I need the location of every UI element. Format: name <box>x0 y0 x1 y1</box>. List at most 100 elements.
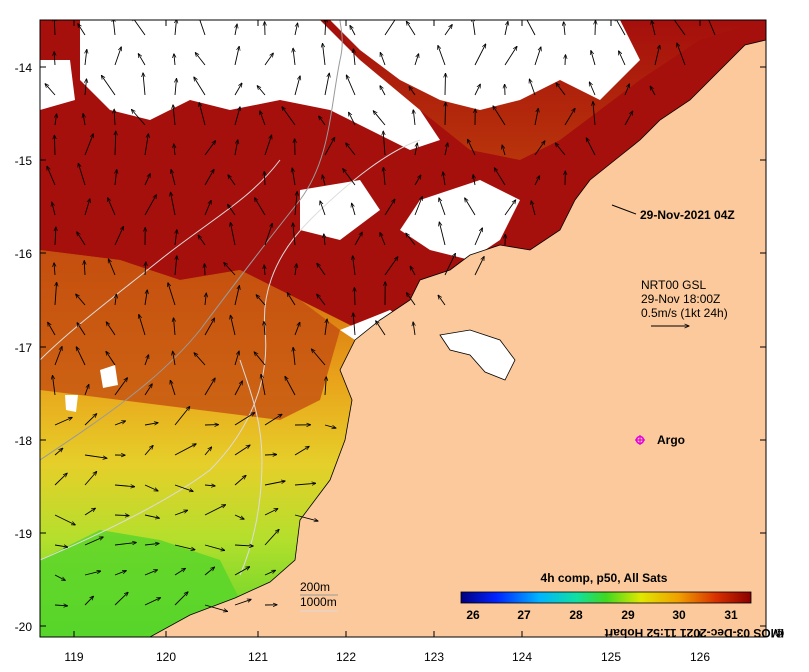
current-vector <box>114 226 124 246</box>
current-vector <box>84 261 85 276</box>
cloud-mask <box>40 20 640 412</box>
current-vector <box>54 347 62 366</box>
current-vector <box>380 86 386 96</box>
current-vector <box>174 144 175 156</box>
current-vector <box>353 49 355 66</box>
current-vector <box>504 200 516 216</box>
current-vector <box>144 570 158 576</box>
current-vector <box>317 294 326 306</box>
current-vector <box>380 53 386 66</box>
current-vector <box>294 446 309 456</box>
current-vector <box>204 200 211 216</box>
current-time: 29-Nov 18:00Z <box>641 292 720 306</box>
current-vector <box>619 51 626 66</box>
current-vector <box>445 73 446 96</box>
current-vector <box>534 108 538 126</box>
current-vector <box>586 138 596 156</box>
current-vector <box>144 195 156 216</box>
current-vector <box>320 201 326 216</box>
current-vector <box>101 75 116 96</box>
current-vector <box>438 46 446 66</box>
plot-frame <box>39 19 767 638</box>
current-vector <box>325 20 326 36</box>
current-vector <box>204 544 225 550</box>
king-sound-inlet <box>439 329 516 381</box>
current-vector <box>54 135 55 156</box>
current-vector <box>78 24 86 36</box>
current-vector <box>144 423 158 425</box>
current-vector <box>108 259 116 276</box>
current-vectors <box>45 20 716 611</box>
current-vector <box>174 444 196 456</box>
current-vector <box>84 571 101 576</box>
current-vector <box>199 103 206 126</box>
current-vector <box>132 20 146 36</box>
colorbar-tick-label: 29 <box>621 608 635 622</box>
current-vector <box>144 290 147 306</box>
lon-tick-label: 123 <box>424 650 444 664</box>
current-vector <box>346 75 356 96</box>
current-vector <box>234 351 239 366</box>
current-vector <box>114 515 129 516</box>
lon-tick-label: 125 <box>601 650 621 664</box>
current-vector <box>45 84 56 96</box>
current-vector <box>292 168 296 186</box>
current-vector <box>384 199 395 216</box>
current-vector <box>565 55 566 66</box>
current-vector <box>114 543 136 546</box>
current-vector <box>473 175 475 186</box>
current-vector <box>324 73 329 96</box>
current-vector <box>84 537 103 546</box>
current-vector <box>352 203 356 216</box>
argo-float: Argo <box>635 433 685 447</box>
colorbar-title: 4h comp, p50, All Sats <box>541 571 668 585</box>
current-vector <box>474 44 486 66</box>
current-vector <box>311 349 326 366</box>
current-vector <box>591 51 596 66</box>
contour-200-label: 200m <box>300 580 330 594</box>
lat-tick-label: -19 <box>15 527 33 541</box>
current-vector <box>624 111 633 126</box>
lat-tick-label: -20 <box>15 620 33 634</box>
current-vector <box>48 322 56 336</box>
land-mass <box>149 20 766 637</box>
current-vector <box>406 233 416 246</box>
current-vector <box>322 175 326 186</box>
current-vector <box>354 288 355 306</box>
current-vector <box>324 137 335 156</box>
current-vector <box>139 315 146 336</box>
current-vector <box>260 111 266 126</box>
current-vector <box>294 192 297 216</box>
current-vector <box>228 175 236 186</box>
current-vector <box>654 45 660 66</box>
current-vector <box>55 282 57 306</box>
current-legend: NRT00 GSL 29-Nov 18:00Z 0.5m/s (1kt 24h) <box>641 278 728 326</box>
current-vector <box>317 263 326 276</box>
current-vector <box>257 86 266 96</box>
current-vector <box>77 323 86 336</box>
current-vector <box>413 322 415 336</box>
current-vector <box>171 170 176 186</box>
current-vector <box>194 77 206 96</box>
current-vector <box>108 198 116 216</box>
current-vector <box>534 47 541 66</box>
current-vector <box>652 21 656 36</box>
current-vector <box>114 109 115 126</box>
current-vector <box>373 111 386 126</box>
current-vector <box>205 264 206 276</box>
current-vector <box>175 256 177 276</box>
depth-legend: 200m 1000m <box>300 580 338 612</box>
current-vector <box>204 567 215 576</box>
lon-tick-label: 124 <box>512 650 532 664</box>
current-vector <box>84 508 95 516</box>
current-vector <box>174 510 188 516</box>
colorbar-tick-label: 28 <box>569 608 583 622</box>
current-vector <box>174 592 188 606</box>
current-vector <box>294 483 316 485</box>
current-vector <box>293 223 296 246</box>
lat-axis: -14 -15 -16 -17 -18 -19 -20 <box>15 61 33 634</box>
current-vector <box>54 417 72 426</box>
current-vector <box>264 322 265 336</box>
current-vector <box>414 54 419 66</box>
current-vector <box>444 25 452 36</box>
